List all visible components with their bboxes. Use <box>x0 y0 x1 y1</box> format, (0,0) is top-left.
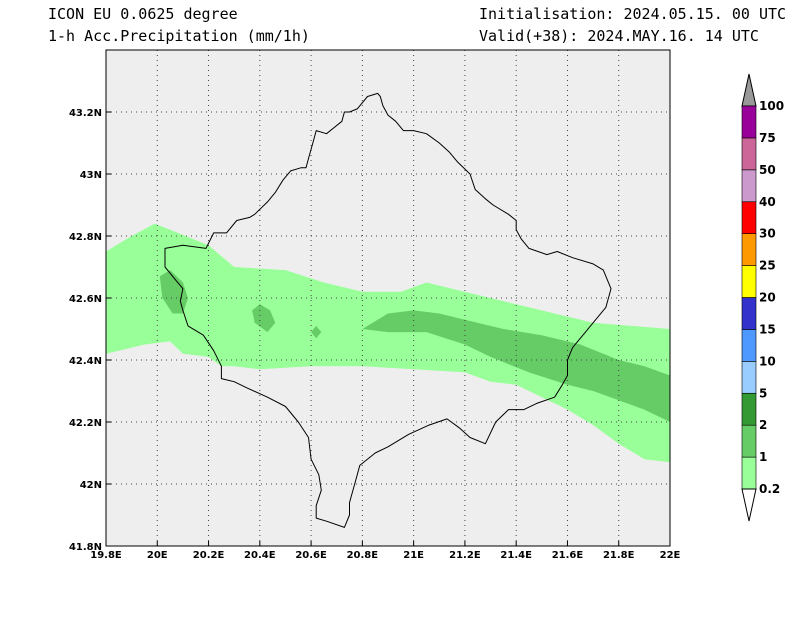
colorbar-swatch <box>741 392 757 426</box>
x-tick-label: 20E <box>147 550 168 561</box>
colorbar-swatch <box>741 105 757 139</box>
precip-region-4 <box>311 325 322 339</box>
x-tick-label: 22E <box>660 550 681 561</box>
colorbar-label: 40 <box>759 195 776 209</box>
colorbar-label: 30 <box>759 227 776 241</box>
colorbar-label: 20 <box>759 291 776 305</box>
x-tick-label: 20.4E <box>244 550 276 561</box>
precip-region-1 <box>362 310 670 422</box>
y-tick-label: 42.2N <box>69 418 102 429</box>
x-tick-label: 20.8E <box>347 550 379 561</box>
colorbar-over-arrow <box>741 73 757 107</box>
colorbar-swatch <box>741 201 757 234</box>
init-time: Initialisation: 2024.05.15. 00 UTC <box>479 5 787 23</box>
y-tick-label: 42.8N <box>69 232 102 243</box>
colorbar-label: 50 <box>759 163 776 177</box>
x-tick-label: 21.8E <box>603 550 635 561</box>
precip-region-3 <box>252 304 276 333</box>
colorbar-under-arrow <box>741 488 757 522</box>
country-border <box>164 92 612 528</box>
colorbar-label: 1 <box>759 450 767 464</box>
y-tick-label: 41.8N <box>69 542 102 553</box>
map-axes: 19.8E 20E 20.2E 20.4E 20.6E 20.8E 21E 21.2E 21.4… <box>69 49 681 561</box>
y-tick-label: 42N <box>80 480 102 491</box>
valid-time: Valid(+38): 2024.MAY.16. 14 UTC <box>479 27 759 45</box>
colorbar-label: 5 <box>759 386 767 400</box>
y-tick-label: 43.2N <box>69 108 102 119</box>
colorbar-label: 10 <box>759 354 776 368</box>
x-tick-label: 21.6E <box>552 550 584 561</box>
y-tick-label: 42.6N <box>69 294 102 305</box>
y-tick-label: 43N <box>80 170 102 181</box>
colorbar-swatch <box>741 361 757 394</box>
colorbar-swatch <box>741 297 757 330</box>
grid-lines <box>106 50 670 546</box>
x-tick-label: 21.4E <box>500 550 532 561</box>
colorbar-label: 75 <box>759 131 776 145</box>
x-tick-label: 19.8E <box>90 550 122 561</box>
x-tick-label: 20.6E <box>295 550 327 561</box>
border-outline <box>164 92 612 528</box>
model-title: ICON EU 0.0625 degree <box>48 5 238 23</box>
x-tick-label: 20.2E <box>193 550 225 561</box>
colorbar-swatch <box>741 329 757 362</box>
colorbar-swatch <box>741 424 757 458</box>
precip-region-0 <box>106 223 670 463</box>
colorbar-label: 25 <box>759 259 776 273</box>
field-title: 1-h Acc.Precipitation (mm/1h) <box>48 27 310 45</box>
x-tick-label: 21.2E <box>449 550 481 561</box>
colorbar-label: 15 <box>759 322 776 336</box>
x-tick-label: 21E <box>403 550 424 561</box>
colorbar-label: 2 <box>759 418 767 432</box>
colorbar-label: 100 <box>759 99 784 113</box>
colorbar-swatch <box>741 233 757 266</box>
colorbar-swatch <box>741 265 757 298</box>
colorbar-swatch <box>741 456 757 490</box>
y-tick-label: 42.4N <box>69 356 102 367</box>
colorbar-swatch <box>741 137 757 171</box>
colorbar-swatch <box>741 169 757 203</box>
colorbar-label: 0.2 <box>759 482 780 496</box>
